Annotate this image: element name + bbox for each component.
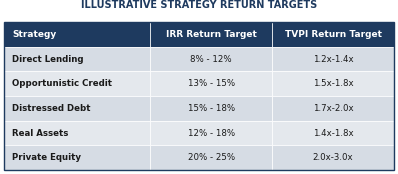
Bar xyxy=(272,71,394,96)
Bar xyxy=(4,96,150,121)
Bar xyxy=(150,47,272,71)
Bar xyxy=(150,145,272,170)
Bar xyxy=(272,22,394,47)
Bar xyxy=(150,96,272,121)
Text: Distressed Debt: Distressed Debt xyxy=(12,104,90,113)
Bar xyxy=(272,145,394,170)
Bar xyxy=(272,121,394,145)
Text: Private Equity: Private Equity xyxy=(12,153,81,162)
Text: ILLUSTRATIVE STRATEGY RETURN TARGETS: ILLUSTRATIVE STRATEGY RETURN TARGETS xyxy=(81,1,317,10)
Bar xyxy=(150,121,272,145)
Text: IRR Return Target: IRR Return Target xyxy=(166,30,257,39)
Bar xyxy=(272,96,394,121)
Text: Strategy: Strategy xyxy=(12,30,56,39)
Bar xyxy=(4,145,150,170)
Text: 12% - 18%: 12% - 18% xyxy=(187,129,235,137)
Bar xyxy=(4,22,150,47)
Text: 20% - 25%: 20% - 25% xyxy=(187,153,235,162)
Text: 1.2x-1.4x: 1.2x-1.4x xyxy=(313,54,353,64)
Text: 8% - 12%: 8% - 12% xyxy=(190,54,232,64)
Text: Direct Lending: Direct Lending xyxy=(12,54,84,64)
Bar xyxy=(150,71,272,96)
Bar xyxy=(272,47,394,71)
Text: 1.7x-2.0x: 1.7x-2.0x xyxy=(313,104,353,113)
Text: Opportunistic Credit: Opportunistic Credit xyxy=(12,79,112,88)
Text: 15% - 18%: 15% - 18% xyxy=(187,104,235,113)
Text: 13% - 15%: 13% - 15% xyxy=(187,79,235,88)
Bar xyxy=(4,47,150,71)
Text: 2.0x-3.0x: 2.0x-3.0x xyxy=(313,153,353,162)
Text: Real Assets: Real Assets xyxy=(12,129,68,137)
Bar xyxy=(4,71,150,96)
Bar xyxy=(150,22,272,47)
Text: 1.5x-1.8x: 1.5x-1.8x xyxy=(313,79,353,88)
Text: TVPI Return Target: TVPI Return Target xyxy=(285,30,382,39)
Text: 1.4x-1.8x: 1.4x-1.8x xyxy=(313,129,353,137)
Bar xyxy=(4,121,150,145)
Bar xyxy=(4,22,394,170)
